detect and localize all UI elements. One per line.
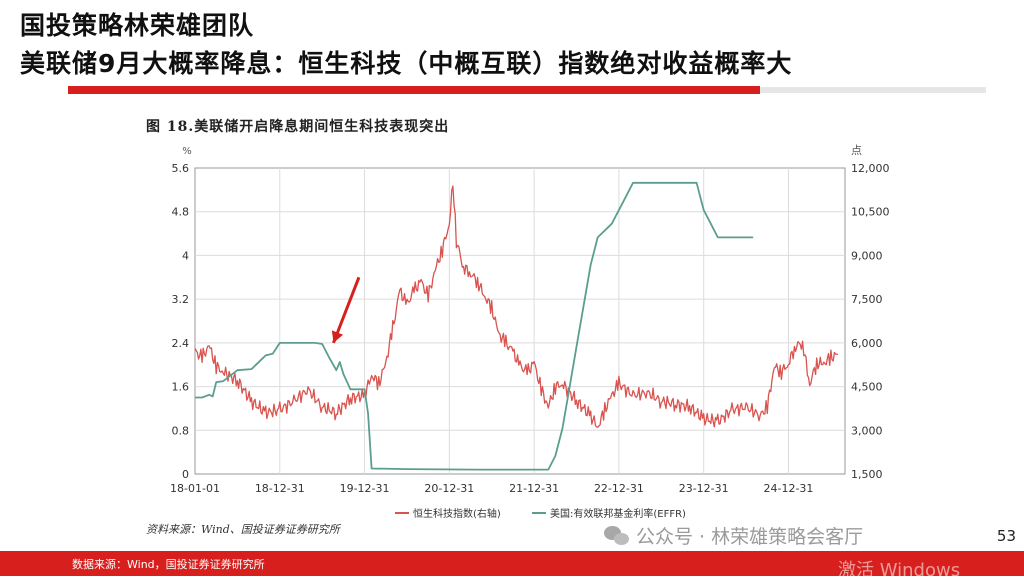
x-axis-tick-label: 23-12-31 <box>679 482 729 495</box>
windows-activation-text: 激活 Windows <box>838 560 961 581</box>
series-line-effr <box>195 181 754 471</box>
left-axis-tick-label: 0.8 <box>172 424 190 437</box>
x-axis-tick-label: 19-12-31 <box>340 482 390 495</box>
series-line-hstech <box>194 185 839 428</box>
left-axis-tick-label: 0 <box>182 468 189 481</box>
title-underline <box>68 86 760 94</box>
legend-label-effr: 美国:有效联邦基金利率(EFFR) <box>550 507 686 520</box>
team-title: 国投策略林荣雄团队 <box>20 11 255 40</box>
x-axis-tick-label: 24-12-31 <box>764 482 814 495</box>
right-axis-tick-label: 12,000 <box>851 162 890 175</box>
annotation-arrow-shaft <box>332 276 361 344</box>
watermark-text: 公众号 · 林荣雄策略会客厅 <box>636 526 864 548</box>
x-axis-tick-label: 22-12-31 <box>594 482 644 495</box>
footer-bar <box>0 551 1024 576</box>
x-axis-tick-label: 21-12-31 <box>509 482 559 495</box>
left-axis-tick-label: 3.2 <box>172 293 190 306</box>
annotation-arrow-head <box>331 330 344 343</box>
figure-title: 图 18.美联储开启降息期间恒生科技表现突出 <box>146 119 450 135</box>
left-axis-tick-label: 2.4 <box>172 337 190 350</box>
hstech-effr-chart: 0 0.8 1.6 2.4 3.2 4 4.8 5.6 1,500 3,000 4,500 6,000… <box>170 144 890 520</box>
right-axis-tick-label: 7,500 <box>851 293 883 306</box>
right-axis-tick-label: 9,000 <box>851 249 883 262</box>
x-axis-tick-label: 18-12-31 <box>255 482 305 495</box>
plot-area-border <box>194 167 846 475</box>
headline: 美联储9月大概率降息：恒生科技（中概互联）指数绝对收益概率大 <box>20 49 793 78</box>
wechat-icon <box>604 525 630 546</box>
x-axis-tick-label: 18-01-01 <box>170 482 220 495</box>
right-axis-tick-label: 6,000 <box>851 337 883 350</box>
right-axis-tick-label: 4,500 <box>851 381 883 394</box>
wechat-watermark: 公众号 · 林荣雄策略会客厅 <box>604 522 863 549</box>
figure-source-note: 资料来源：Wind、国投证券证券研究所 <box>146 523 340 536</box>
right-axis-tick-label: 1,500 <box>851 468 883 481</box>
left-axis-tick-label: 1.6 <box>172 381 190 394</box>
legend-label-hstech: 恒生科技指数(右轴) <box>413 507 501 520</box>
left-axis-unit: % <box>182 146 192 157</box>
right-axis-tick-label: 3,000 <box>851 424 883 437</box>
page-number: 53 <box>996 527 1016 545</box>
right-axis-unit: 点 <box>851 144 862 157</box>
title-underline-grey <box>760 87 986 93</box>
right-axis-tick-label: 10,500 <box>851 206 890 219</box>
left-axis-tick-label: 5.6 <box>172 162 190 175</box>
footer-source: 数据来源：Wind，国投证券证券研究所 <box>72 558 265 571</box>
left-axis-tick-label: 4 <box>182 249 189 262</box>
x-axis-tick-label: 20-12-31 <box>424 482 474 495</box>
left-axis-tick-label: 4.8 <box>172 206 190 219</box>
